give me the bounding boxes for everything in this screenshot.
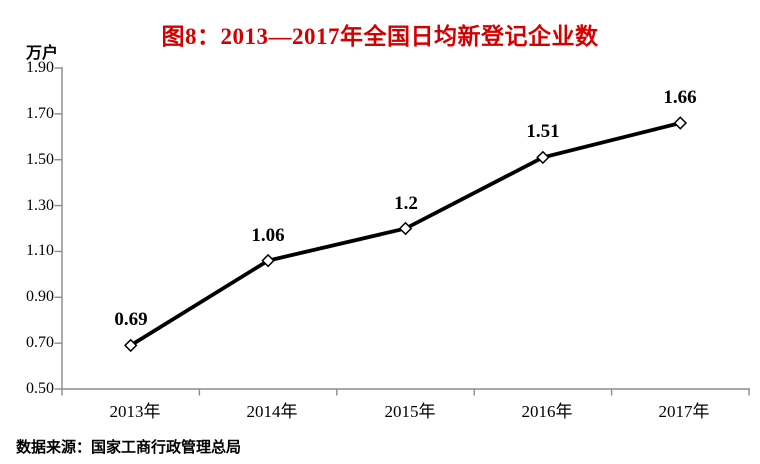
y-tick-label: 0.50 <box>26 380 54 397</box>
data-source-note: 数据来源：国家工商行政管理总局 <box>16 439 242 456</box>
data-label: 1.2 <box>394 193 418 214</box>
y-tick-label: 1.50 <box>26 151 54 168</box>
x-axis-label: 2014年 <box>246 402 298 421</box>
chart-title: 图8：2013—2017年全国日均新登记企业数 <box>161 24 599 49</box>
x-axis-label: 2013年 <box>109 402 161 421</box>
data-label: 1.06 <box>251 225 285 246</box>
x-axis-label: 2017年 <box>658 402 710 421</box>
y-tick-label: 0.70 <box>26 334 54 351</box>
data-label: 1.66 <box>663 87 697 108</box>
y-axis-unit-label: 万户 <box>26 45 59 62</box>
data-point-marker <box>536 150 550 165</box>
y-tick-label: 1.90 <box>26 59 54 76</box>
y-tick-label: 0.90 <box>26 288 54 305</box>
x-axis-label: 2015年 <box>384 402 436 421</box>
y-tick-label: 1.70 <box>26 105 54 122</box>
data-label: 0.69 <box>114 309 148 330</box>
y-tick-label: 1.10 <box>26 242 54 259</box>
y-tick-label: 1.30 <box>26 197 54 214</box>
data-point-marker <box>261 253 275 268</box>
data-point-marker <box>673 116 688 130</box>
data-point-marker <box>398 221 413 236</box>
x-axis-label: 2016年 <box>521 402 573 421</box>
data-label: 1.51 <box>526 121 560 142</box>
data-point-marker <box>123 338 138 353</box>
